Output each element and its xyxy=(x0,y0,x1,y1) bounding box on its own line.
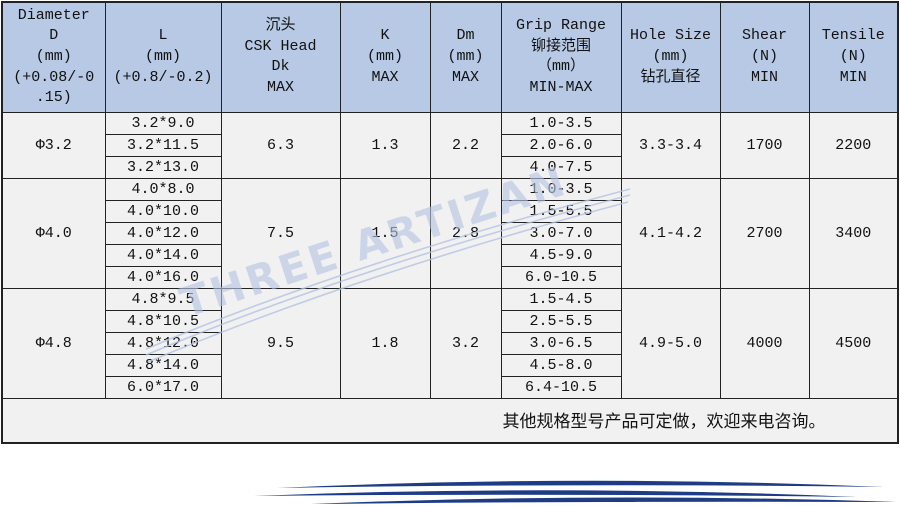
k-cell: 1.5 xyxy=(339,177,431,289)
grip-range-cell: 2.5-5.5 xyxy=(500,309,622,333)
length-cell: 4.0*12.0 xyxy=(104,221,222,245)
col-header-shear: Shear (N) MIN xyxy=(719,1,810,113)
csk-head-cell: 9.5 xyxy=(220,287,341,399)
grip-range-cell: 4.0-7.5 xyxy=(500,155,622,179)
footer-swoosh xyxy=(253,480,897,504)
col-header-dm: Dm (mm) MAX xyxy=(429,1,502,113)
shear-cell: 1700 xyxy=(719,111,810,179)
shear-cell: 2700 xyxy=(719,177,810,289)
table-row: Φ3.2 3.2*9.0 6.3 1.3 2.2 1.0-3.5 3.3-3.4… xyxy=(1,111,899,179)
length-cell: 4.0*14.0 xyxy=(104,243,222,267)
hole-size-cell: 3.3-3.4 xyxy=(620,111,721,179)
csk-head-cell: 7.5 xyxy=(220,177,341,289)
table-row: 3.2*13.0 4.0-7.5 xyxy=(2,155,898,179)
grip-range-cell: 3.0-7.0 xyxy=(500,221,622,245)
grip-range-cell: 1.5-5.5 xyxy=(500,199,622,223)
col-header-csk-head: 沉头 CSK Head Dk MAX xyxy=(220,1,341,113)
tensile-cell: 2200 xyxy=(808,111,899,179)
diameter-cell: Φ3.2 xyxy=(1,111,106,179)
dm-cell: 2.2 xyxy=(429,111,502,179)
table-row: 3.2*11.5 2.0-6.0 xyxy=(2,133,898,157)
header-row: Diameter D (mm) (+0.08/-0 .15) L (mm) (+… xyxy=(1,1,899,113)
length-cell: 4.8*9.5 xyxy=(104,287,222,311)
tensile-cell: 3400 xyxy=(808,177,899,289)
grip-range-cell: 1.0-3.5 xyxy=(500,177,622,201)
grip-range-cell: 2.0-6.0 xyxy=(500,133,622,157)
col-header-hole-size: Hole Size (mm) 钻孔直径 xyxy=(620,1,721,113)
dm-cell: 3.2 xyxy=(429,287,502,399)
diameter-cell: Φ4.0 xyxy=(1,177,106,289)
spec-table: Diameter D (mm) (+0.08/-0 .15) L (mm) (+… xyxy=(1,1,899,444)
diameter-cell: Φ4.8 xyxy=(1,287,106,399)
length-cell: 4.8*14.0 xyxy=(104,353,222,377)
col-header-grip-range: Grip Range 铆接范围 （mm） MIN-MAX xyxy=(500,1,622,113)
grip-range-cell: 6.0-10.5 xyxy=(500,265,622,289)
length-cell: 4.0*8.0 xyxy=(104,177,222,201)
hole-size-cell: 4.9-5.0 xyxy=(620,287,721,399)
table-row: Φ4.0 4.0*8.0 7.5 1.5 2.8 1.0-3.5 4.1-4.2… xyxy=(1,177,899,289)
dm-cell: 2.8 xyxy=(429,177,502,289)
grip-range-cell: 4.5-9.0 xyxy=(500,243,622,267)
hole-size-cell: 4.1-4.2 xyxy=(620,177,721,289)
length-cell: 4.0*16.0 xyxy=(104,265,222,289)
csk-head-cell: 6.3 xyxy=(220,111,341,179)
col-header-diameter: Diameter D (mm) (+0.08/-0 .15) xyxy=(1,1,106,113)
k-cell: 1.8 xyxy=(339,287,431,399)
length-cell: 4.0*10.0 xyxy=(104,199,222,223)
grip-range-cell: 6.4-10.5 xyxy=(500,375,622,399)
col-header-k: K (mm) MAX xyxy=(339,1,431,113)
table-row: Φ4.8 4.8*9.5 9.5 1.8 3.2 1.5-4.5 4.9-5.0… xyxy=(1,287,899,399)
note-row: 其他规格型号产品可定做，欢迎来电咨询。 xyxy=(1,397,899,444)
tensile-cell: 4500 xyxy=(808,287,899,399)
length-cell: 3.2*13.0 xyxy=(104,155,222,179)
grip-range-cell: 1.5-4.5 xyxy=(500,287,622,311)
grip-range-cell: 1.0-3.5 xyxy=(500,111,622,135)
shear-cell: 4000 xyxy=(719,287,810,399)
length-cell: 6.0*17.0 xyxy=(104,375,222,399)
col-header-tensile: Tensile (N) MIN xyxy=(808,1,899,113)
k-cell: 1.3 xyxy=(339,111,431,179)
grip-range-cell: 3.0-6.5 xyxy=(500,331,622,355)
col-header-length: L (mm) (+0.8/-0.2) xyxy=(104,1,222,113)
length-cell: 4.8*12.0 xyxy=(104,331,222,355)
grip-range-cell: 4.5-8.0 xyxy=(500,353,622,377)
custom-order-note: 其他规格型号产品可定做，欢迎来电咨询。 xyxy=(1,397,899,444)
length-cell: 3.2*11.5 xyxy=(104,133,222,157)
length-cell: 3.2*9.0 xyxy=(104,111,222,135)
length-cell: 4.8*10.5 xyxy=(104,309,222,333)
table-row: 6.0*17.0 6.4-10.5 xyxy=(2,375,898,399)
